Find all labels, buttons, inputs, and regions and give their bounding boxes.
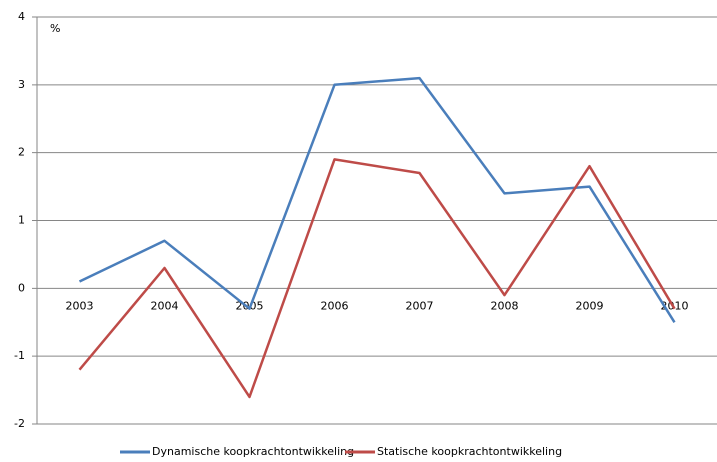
y-tick-label: 0 [18,281,25,294]
y-tick-label: 2 [18,146,25,159]
y-tick-label: 4 [18,10,25,23]
y-tick-label: 1 [18,214,25,227]
x-tick-label: 2003 [66,299,94,312]
y-tick-label: 3 [18,78,25,91]
y-tick-label: -1 [14,349,25,362]
legend-label: Dynamische koopkrachtontwikkeling [152,445,354,458]
x-tick-label: 2009 [576,299,604,312]
x-tick-label: 2007 [406,299,434,312]
x-tick-label: 2006 [321,299,349,312]
legend-label: Statische koopkrachtontwikkeling [377,445,562,458]
x-tick-label: 2004 [151,299,179,312]
series-line [78,158,676,399]
y-axis-label: % [50,22,60,35]
x-tick-label: 2008 [491,299,519,312]
series-line [78,76,676,323]
y-tick-label: -2 [14,417,25,430]
